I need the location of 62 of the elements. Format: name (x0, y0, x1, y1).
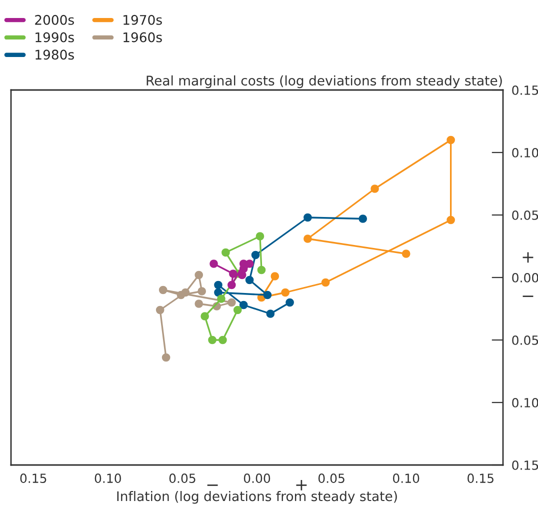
point (321, 278, 330, 287)
legend-label: 2000s (35, 14, 74, 25)
point (194, 300, 204, 308)
point (227, 298, 236, 307)
x-tick-label: 0.10 (393, 474, 420, 484)
point (304, 234, 312, 243)
point (239, 300, 248, 310)
x-tick-label: 0.05 (169, 474, 196, 484)
point (208, 336, 216, 344)
text: − (522, 296, 534, 298)
point (162, 353, 170, 362)
point (270, 272, 280, 280)
point (228, 270, 238, 278)
point (446, 136, 455, 144)
point (222, 248, 230, 257)
point (176, 290, 186, 300)
point (251, 250, 260, 260)
text: + (522, 252, 534, 263)
x-tick-label: 0.15 (468, 474, 494, 484)
point (200, 312, 209, 320)
point (214, 280, 222, 290)
point (198, 287, 206, 296)
y-tick-label: 0.10 (512, 148, 538, 158)
y-tick-label: 0.10 (512, 398, 538, 408)
legend-label: 1960s (124, 32, 162, 42)
point (158, 286, 168, 294)
legend-label: 1990s (36, 32, 74, 42)
point (370, 184, 379, 193)
point (358, 214, 368, 223)
point (257, 266, 266, 274)
y-tick-label: 0.00 (512, 272, 538, 282)
text: − (207, 484, 218, 486)
point (194, 270, 204, 280)
y-tick-label: 0.05 (512, 335, 538, 345)
point (233, 306, 242, 314)
point (210, 260, 218, 268)
point (217, 294, 226, 303)
point (214, 288, 222, 297)
point (286, 298, 294, 307)
x-axis-title: Inflation (log deviations from steady state) (117, 490, 397, 504)
y-tick-label: 0.15 (512, 85, 538, 95)
point (245, 276, 254, 284)
point (218, 336, 227, 344)
point (227, 280, 236, 290)
x-tick-label: 0.00 (244, 474, 270, 484)
y-tick-label: 0.05 (512, 210, 538, 220)
point (304, 213, 312, 222)
legend-label: 1970s (124, 14, 162, 25)
x-tick-label: 0.10 (94, 474, 121, 484)
x-tick-label: 0.05 (318, 474, 344, 484)
y-tick-label: 0.15 (512, 460, 538, 470)
point (266, 310, 275, 318)
legend-label: 1980s (36, 50, 74, 60)
point (402, 250, 410, 258)
point (281, 288, 290, 297)
point (263, 290, 272, 300)
point (156, 306, 164, 314)
point (256, 232, 264, 240)
y-axis-title: Real marginal costs (log deviations from steady state) (146, 75, 502, 88)
text: + (296, 480, 307, 490)
x-tick-label: 0.15 (20, 474, 46, 484)
point (446, 216, 455, 224)
